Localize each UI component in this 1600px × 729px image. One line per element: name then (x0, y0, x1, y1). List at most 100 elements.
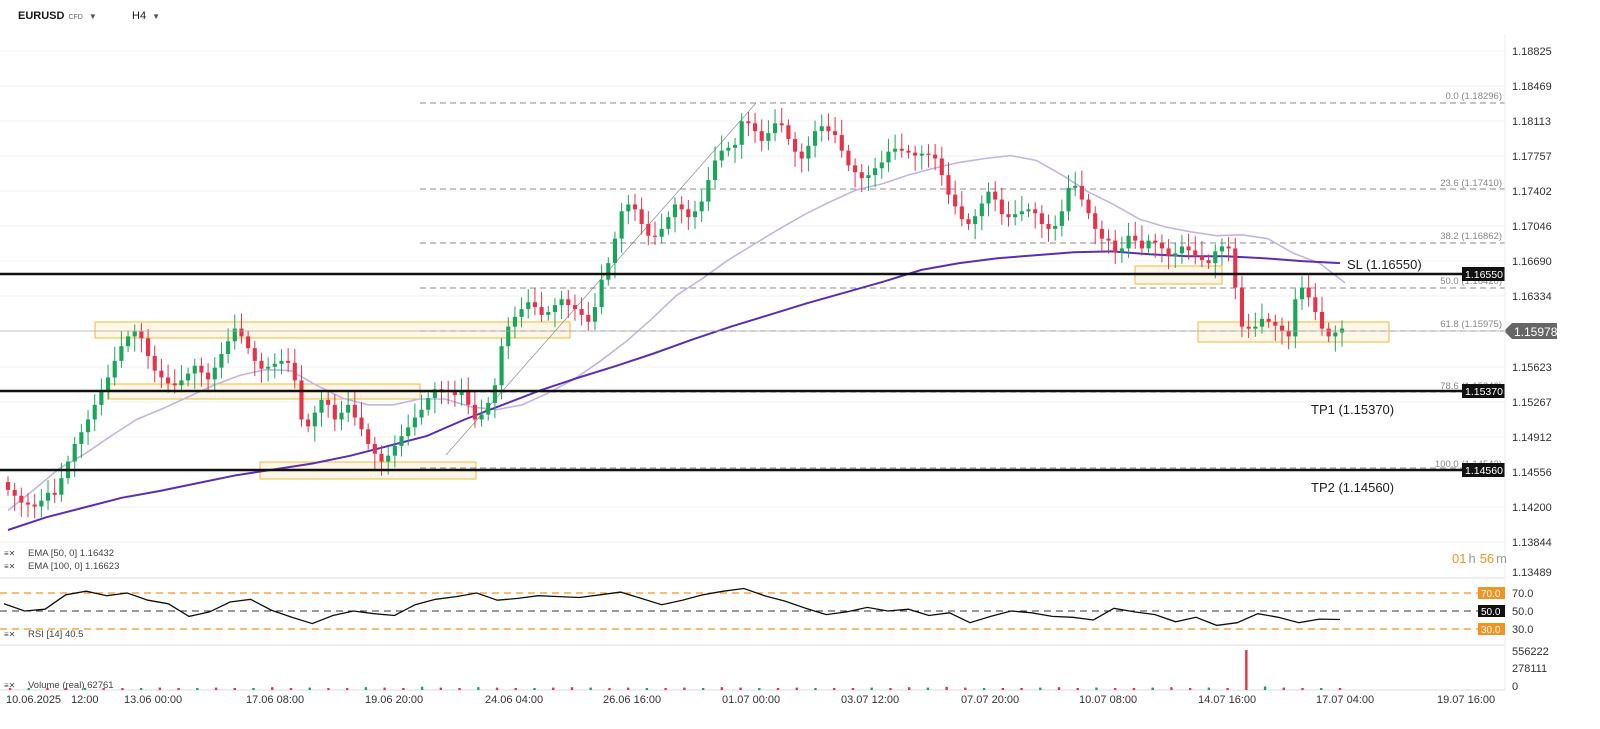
symbol-selector[interactable]: EURUSD CFD ▼ (18, 10, 97, 22)
tp1-label: TP1 (1.15370) (1311, 402, 1394, 417)
candle-body (1179, 246, 1184, 254)
time-axis[interactable]: 10.06.2025 12:00 13.06 00:00 17.06 08:00… (6, 694, 1495, 706)
candle-body (913, 152, 918, 156)
candle-body (759, 131, 764, 141)
price-tick: 1.14912 (1512, 432, 1552, 444)
candle-body (1239, 287, 1245, 327)
candle-body (186, 373, 191, 381)
candle-body (1313, 297, 1318, 312)
time-tick: 19.06 20:00 (365, 694, 423, 706)
ema50-line (7, 154, 1346, 512)
candle-body (526, 302, 531, 310)
candle-body (959, 206, 964, 220)
volume-bar (1020, 688, 1023, 690)
candle-body (1259, 318, 1265, 327)
ema50-legend-icon[interactable]: ≡✕ (4, 549, 15, 558)
rsi-tag-30-text: 30.0 (1481, 625, 1501, 636)
ema100-legend-icon[interactable]: ≡✕ (4, 562, 15, 571)
candle-body (1126, 235, 1131, 249)
volume-bar (8, 688, 12, 690)
sl-price-tag (1462, 267, 1505, 281)
ema50-legend: EMA [50, 0] 1.16432 (28, 548, 114, 559)
candle-body (1039, 213, 1044, 224)
candle-body (25, 502, 31, 505)
candle-body (199, 365, 204, 373)
volume-bar (739, 687, 742, 690)
price-tick: 1.15623 (1512, 362, 1552, 374)
candle-body (1113, 240, 1118, 253)
price-tick: 1.14556 (1512, 467, 1552, 479)
price-axis[interactable]: 1.18825 1.18469 1.18113 1.17757 1.17402 … (1462, 46, 1558, 579)
volume-bar (271, 687, 274, 690)
volume-bar (46, 688, 49, 690)
rsi-axis-tick: 50.0 (1512, 606, 1533, 618)
candle-body (559, 299, 564, 306)
key-levels[interactable]: SL (1.16550) TP1 (1.15370) TP2 (1.14560) (0, 257, 1505, 495)
rsi-line (3, 587, 1341, 627)
candle-body (379, 453, 384, 462)
candle-body (846, 150, 851, 166)
candle-body (586, 314, 591, 322)
candle-body (12, 489, 17, 496)
rsi-axis-tick: 70.0 (1512, 588, 1533, 600)
volume-bar (1245, 650, 1248, 690)
price-tick: 1.13844 (1512, 537, 1552, 549)
candle-body (519, 309, 524, 317)
time-tick: 03.07 12:00 (841, 694, 899, 706)
countdown-hours-unit: h (1468, 551, 1476, 566)
candle-body (45, 492, 51, 501)
candle-body (132, 331, 137, 337)
candle-body (339, 412, 344, 420)
candle-body (552, 305, 558, 312)
candle-body (1159, 242, 1164, 249)
candle-body (1226, 246, 1231, 249)
candle-body (466, 390, 471, 405)
candle-body (1106, 238, 1111, 241)
volume-bar (589, 687, 592, 690)
candle-body (459, 390, 464, 396)
candle-body (1206, 260, 1211, 264)
rsi-legend-icon[interactable]: ≡✕ (4, 630, 15, 639)
volume-bar (308, 687, 311, 690)
candle-body (172, 383, 177, 386)
chevron-down-icon: ▼ (152, 12, 160, 21)
countdown-hours: 01 (1452, 551, 1467, 566)
fib-label: 23.6 (1.17410) (1440, 178, 1502, 189)
candle-body (5, 482, 11, 490)
candle-body (1099, 228, 1104, 239)
rsi-legend: RSI [14] 40.5 (28, 629, 83, 640)
candle-body (432, 389, 437, 398)
tp2-price-tag (1462, 463, 1505, 477)
time-tick: 07.07 20:00 (961, 694, 1019, 706)
volume-axis-tick: 556222 (1512, 646, 1549, 658)
volume-bar (177, 688, 180, 690)
volume-bar (814, 688, 817, 690)
candle-body (1246, 326, 1251, 329)
time-tick: 10.07 08:00 (1079, 694, 1137, 706)
volume-bar (1057, 687, 1061, 690)
rsi-axis-tick: 30.0 (1512, 624, 1533, 636)
candle-body (306, 419, 311, 427)
volume-pane[interactable]: 556222 278111 0 ≡✕ Volume (real) 62761 (4, 646, 1549, 693)
candle-body (279, 360, 284, 364)
ema-lines (7, 154, 1346, 531)
candle-body (806, 145, 811, 159)
candle-body (79, 432, 84, 444)
candle-body (125, 336, 131, 347)
price-tick: 1.18469 (1512, 81, 1552, 93)
candle-body (1059, 211, 1064, 226)
volume-legend-icon[interactable]: ≡✕ (4, 681, 15, 690)
candle-body (953, 194, 958, 207)
timeframe-selector[interactable]: H4 ▼ (132, 10, 160, 22)
volume-bar (795, 687, 798, 690)
symbol-type: CFD (68, 14, 83, 21)
candle-body (739, 121, 744, 145)
candle-body (632, 204, 638, 210)
rsi-pane[interactable]: 70.0 50.0 30.0 70.0 50.0 30.0 ≡✕ RSI [14… (0, 587, 1533, 640)
price-tick: 1.17402 (1512, 186, 1552, 198)
indicator-legend[interactable]: ≡✕ EMA [50, 0] 1.16432 ≡✕ EMA [100, 0] 1… (4, 548, 119, 572)
candle-body (859, 172, 864, 179)
candle-body (266, 366, 271, 369)
candle-body (312, 412, 317, 427)
